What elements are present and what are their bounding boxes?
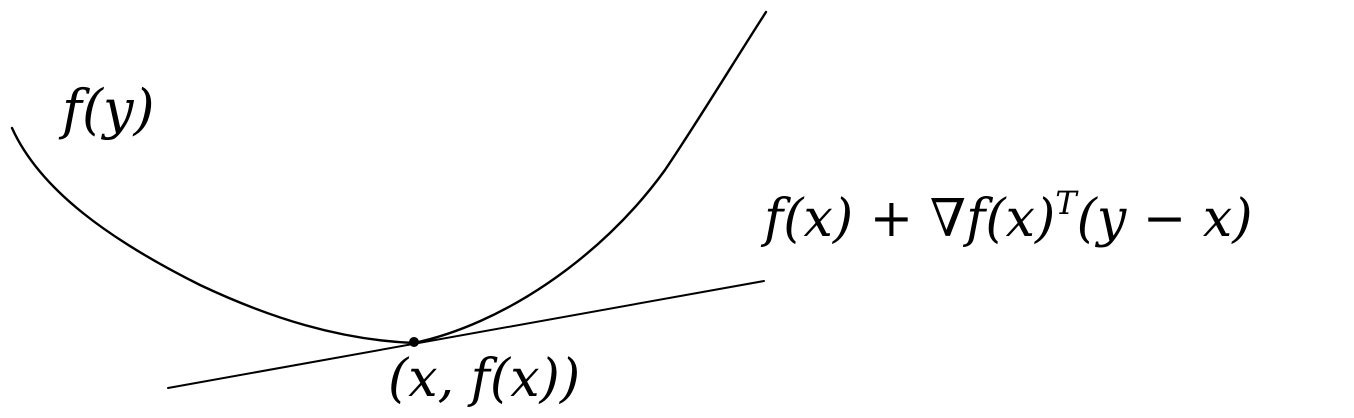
point-label: (x, f(x)) — [388, 349, 580, 409]
tangent-label-superscript: T — [1055, 184, 1079, 222]
tangent-label-main: f(x) + ∇f(x) — [760, 189, 1055, 249]
tangent-label: f(x) + ∇f(x)T(y − x) — [760, 184, 1252, 249]
function-label: f(y) — [58, 78, 155, 141]
tangent-line — [167, 280, 765, 389]
tangent-point — [409, 337, 419, 347]
function-curve — [10, 10, 768, 345]
tangent-label-tail: (y − x) — [1077, 189, 1253, 249]
